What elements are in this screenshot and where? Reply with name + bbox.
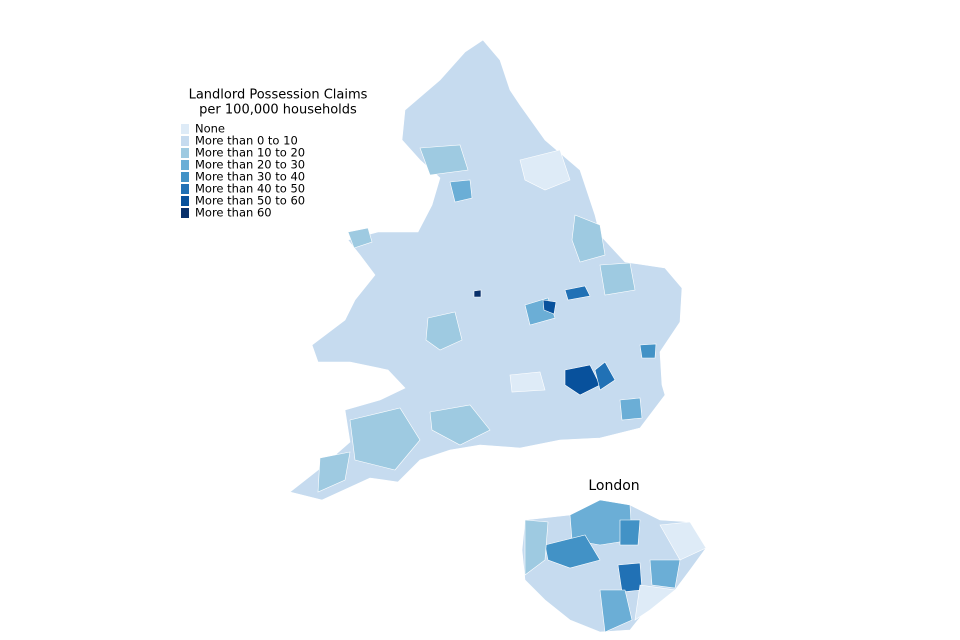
legend-label: More than 60 <box>195 206 272 220</box>
england-wales-map <box>289 39 683 501</box>
legend-swatch <box>181 184 189 194</box>
legend-label: More than 40 to 50 <box>195 182 305 196</box>
legend-swatch <box>181 208 189 218</box>
legend-swatch <box>181 172 189 182</box>
legend-title: per 100,000 households <box>199 103 357 118</box>
legend-swatch <box>181 148 189 158</box>
legend-label: None <box>195 122 225 136</box>
legend-swatch <box>181 136 189 146</box>
legend-swatch <box>181 196 189 206</box>
legend-label: More than 20 to 30 <box>195 158 305 172</box>
legend-label: More than 50 to 60 <box>195 194 305 208</box>
inset-title: London <box>588 478 639 494</box>
london-inset-map <box>521 499 707 633</box>
legend-label: More than 30 to 40 <box>195 170 305 184</box>
legend-swatch <box>181 160 189 170</box>
legend-title: Landlord Possession Claims <box>189 88 368 103</box>
legend-label: More than 0 to 10 <box>195 134 298 148</box>
legend-swatch <box>181 124 189 134</box>
legend-label: More than 10 to 20 <box>195 146 305 160</box>
